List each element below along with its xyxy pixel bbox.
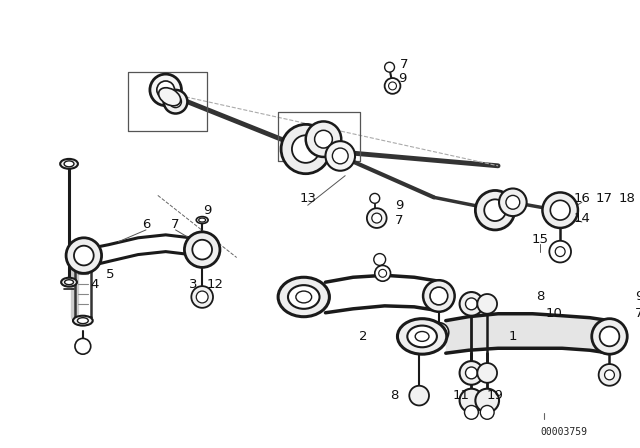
Text: 9: 9: [203, 204, 211, 217]
Ellipse shape: [407, 326, 437, 347]
Circle shape: [430, 287, 448, 305]
Ellipse shape: [296, 291, 312, 303]
Ellipse shape: [397, 319, 447, 354]
Circle shape: [484, 199, 506, 221]
Text: 12: 12: [207, 278, 223, 291]
Text: 9: 9: [398, 72, 406, 85]
Circle shape: [374, 254, 386, 265]
Ellipse shape: [415, 332, 429, 341]
Circle shape: [600, 327, 620, 346]
Text: 13: 13: [300, 192, 316, 205]
Circle shape: [191, 286, 213, 308]
Circle shape: [379, 269, 387, 277]
Circle shape: [388, 82, 396, 90]
Text: 19: 19: [486, 389, 504, 402]
Circle shape: [164, 90, 188, 113]
Circle shape: [184, 232, 220, 267]
Text: 8: 8: [390, 389, 399, 402]
Ellipse shape: [73, 316, 93, 326]
Circle shape: [592, 319, 627, 354]
Circle shape: [543, 193, 578, 228]
Circle shape: [465, 405, 478, 419]
Text: 7: 7: [172, 219, 180, 232]
Circle shape: [477, 363, 497, 383]
Circle shape: [465, 298, 477, 310]
Circle shape: [598, 364, 620, 386]
Text: 14: 14: [573, 211, 590, 224]
Text: 17: 17: [595, 192, 612, 205]
Circle shape: [170, 96, 182, 108]
Ellipse shape: [64, 161, 74, 167]
Circle shape: [157, 81, 175, 99]
Text: 15: 15: [532, 233, 549, 246]
Circle shape: [549, 241, 571, 263]
Circle shape: [315, 130, 332, 148]
Circle shape: [332, 148, 348, 164]
Circle shape: [429, 323, 449, 342]
Circle shape: [410, 386, 429, 405]
Circle shape: [460, 389, 483, 412]
Circle shape: [370, 194, 380, 203]
Ellipse shape: [65, 280, 74, 284]
Text: 7: 7: [400, 58, 408, 71]
Ellipse shape: [196, 216, 208, 224]
Circle shape: [499, 189, 527, 216]
Text: 7: 7: [395, 214, 404, 227]
Text: 5: 5: [106, 268, 115, 281]
Text: 00003759: 00003759: [541, 427, 588, 437]
Circle shape: [367, 208, 387, 228]
Circle shape: [460, 361, 483, 385]
Circle shape: [605, 370, 614, 380]
Text: 4: 4: [90, 278, 99, 291]
Circle shape: [281, 125, 330, 174]
Text: 3: 3: [189, 278, 198, 291]
Circle shape: [476, 190, 515, 230]
Circle shape: [480, 405, 494, 419]
Circle shape: [192, 240, 212, 259]
Text: 2: 2: [358, 330, 367, 343]
Polygon shape: [446, 314, 609, 353]
Text: 10: 10: [546, 307, 563, 320]
Circle shape: [385, 78, 401, 94]
Circle shape: [306, 121, 341, 157]
Circle shape: [75, 338, 91, 354]
Circle shape: [506, 195, 520, 209]
Ellipse shape: [199, 218, 205, 222]
Circle shape: [196, 291, 208, 303]
Circle shape: [477, 294, 497, 314]
Circle shape: [66, 238, 102, 273]
Ellipse shape: [60, 159, 78, 169]
Text: 6: 6: [142, 219, 150, 232]
Text: 9: 9: [396, 199, 404, 212]
Text: 8: 8: [536, 290, 545, 303]
Circle shape: [460, 292, 483, 316]
Circle shape: [150, 74, 182, 106]
Text: 7: 7: [635, 307, 640, 320]
Circle shape: [556, 247, 565, 257]
Circle shape: [372, 213, 381, 223]
Text: 11: 11: [453, 389, 470, 402]
Circle shape: [326, 141, 355, 171]
Circle shape: [385, 62, 394, 72]
Ellipse shape: [288, 285, 319, 309]
Circle shape: [74, 246, 93, 265]
Text: 18: 18: [619, 192, 636, 205]
Circle shape: [550, 200, 570, 220]
Circle shape: [375, 265, 390, 281]
Ellipse shape: [159, 88, 180, 106]
Circle shape: [465, 367, 477, 379]
Circle shape: [423, 280, 454, 312]
Text: 16: 16: [573, 192, 590, 205]
Text: 1: 1: [509, 330, 517, 343]
Circle shape: [476, 389, 499, 412]
Ellipse shape: [77, 318, 88, 323]
Text: 9: 9: [635, 290, 640, 303]
Ellipse shape: [278, 277, 330, 317]
Ellipse shape: [61, 278, 77, 287]
Circle shape: [292, 135, 319, 163]
